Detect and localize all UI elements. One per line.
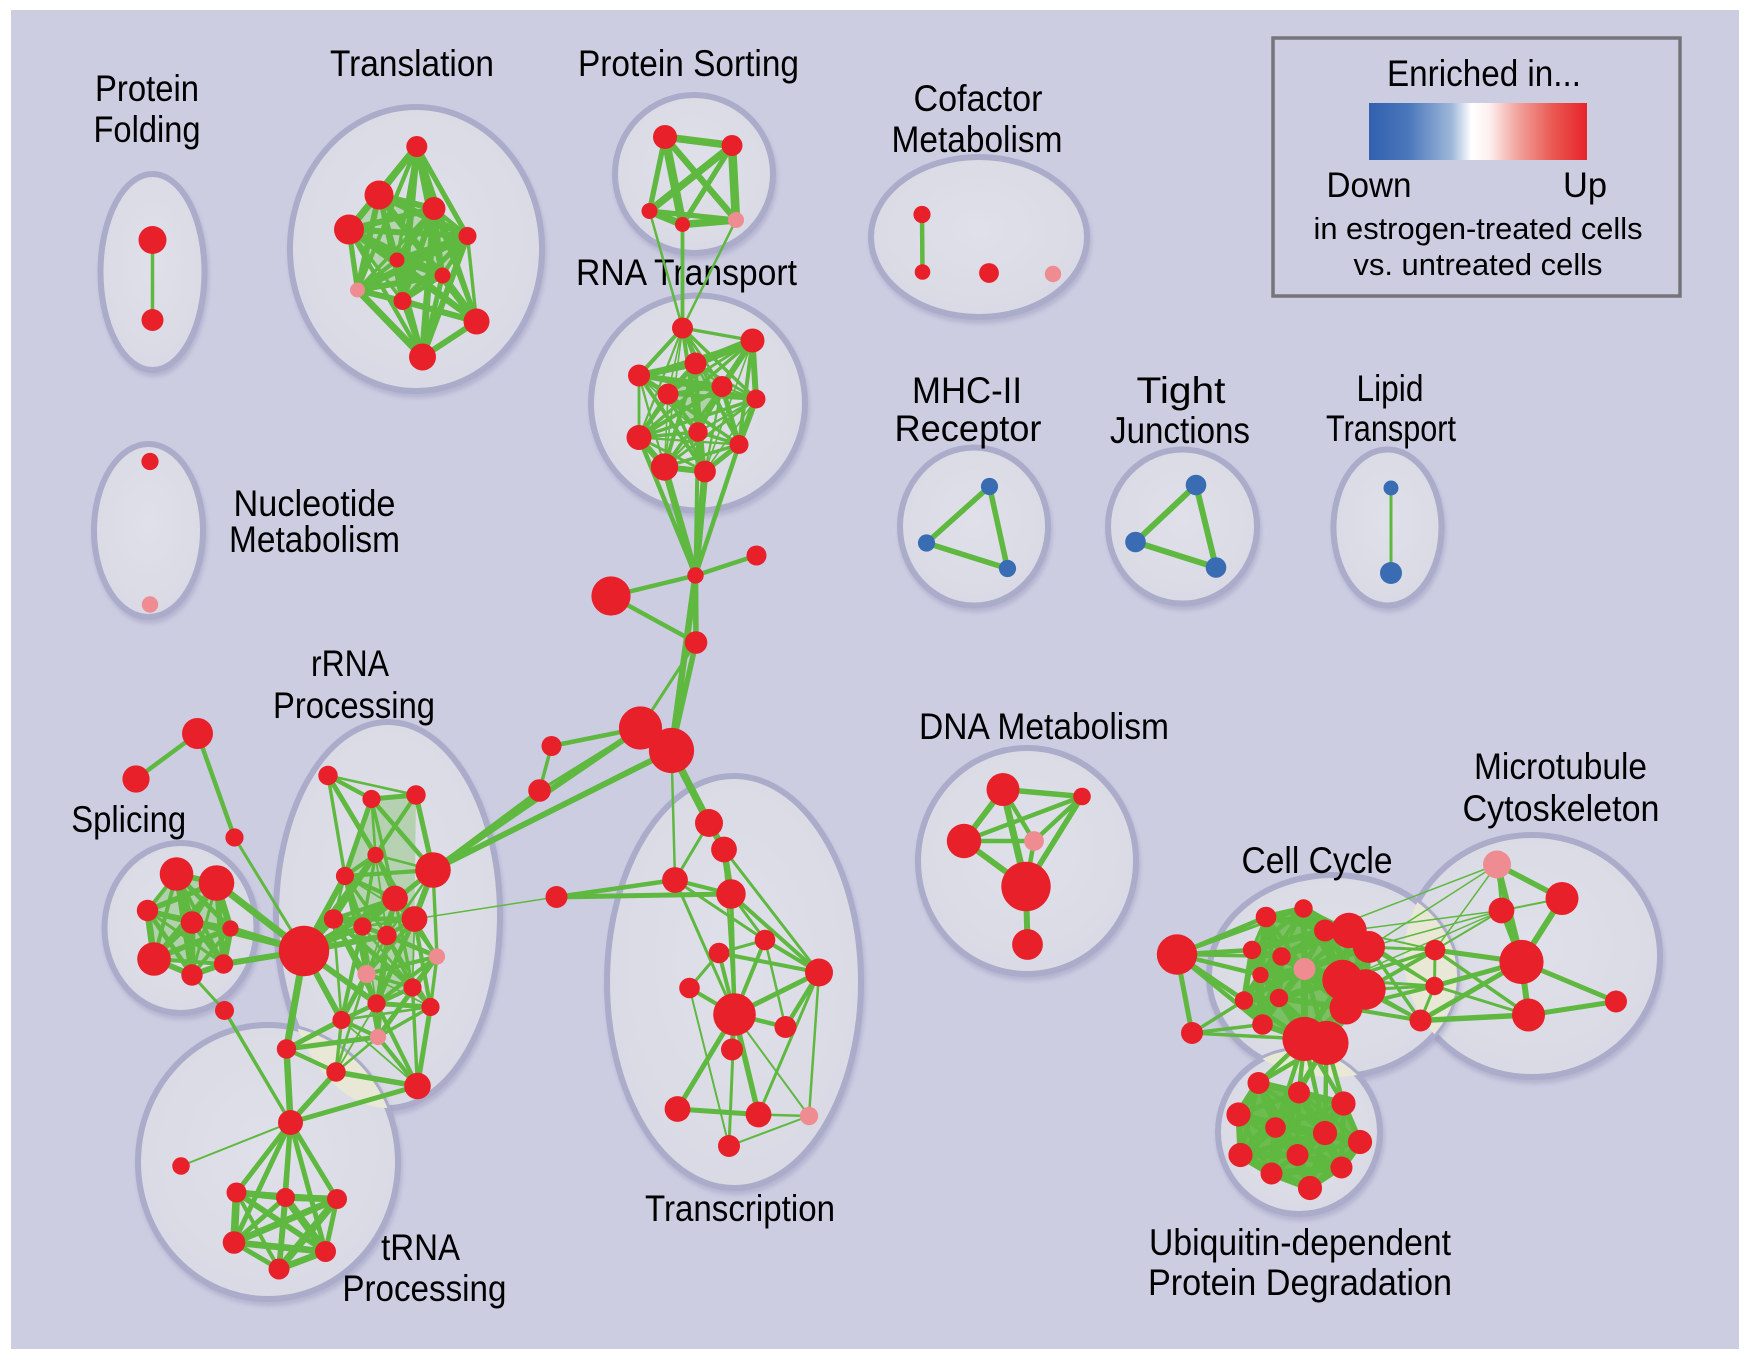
svg-text:Folding: Folding xyxy=(94,109,201,150)
svg-text:Transport: Transport xyxy=(1326,408,1457,449)
svg-text:Down: Down xyxy=(1327,166,1412,205)
svg-text:Lipid: Lipid xyxy=(1357,368,1424,409)
svg-text:Junctions: Junctions xyxy=(1110,410,1250,451)
svg-text:Metabolism: Metabolism xyxy=(892,119,1063,160)
svg-text:Transcription: Transcription xyxy=(645,1188,835,1229)
svg-text:Translation: Translation xyxy=(330,43,494,84)
svg-text:tRNA: tRNA xyxy=(381,1227,460,1268)
svg-text:Tight: Tight xyxy=(1137,370,1227,411)
svg-text:Cytoskeleton: Cytoskeleton xyxy=(1463,788,1660,829)
svg-text:Cofactor: Cofactor xyxy=(914,78,1043,119)
svg-text:in estrogen-treated cells: in estrogen-treated cells xyxy=(1314,211,1643,246)
svg-text:Processing: Processing xyxy=(273,685,435,726)
svg-text:Receptor: Receptor xyxy=(895,408,1042,449)
svg-text:RNA Transport: RNA Transport xyxy=(576,252,798,293)
svg-text:Cell Cycle: Cell Cycle xyxy=(1242,840,1393,881)
svg-text:Nucleotide: Nucleotide xyxy=(234,483,396,524)
svg-text:Protein: Protein xyxy=(95,68,199,109)
svg-text:Metabolism: Metabolism xyxy=(229,519,400,560)
svg-text:rRNA: rRNA xyxy=(311,643,389,684)
svg-text:vs. untreated cells: vs. untreated cells xyxy=(1354,247,1603,282)
svg-text:Enriched in...: Enriched in... xyxy=(1387,53,1581,94)
svg-text:Protein Degradation: Protein Degradation xyxy=(1148,1262,1452,1303)
svg-text:DNA Metabolism: DNA Metabolism xyxy=(919,706,1169,747)
svg-text:Ubiquitin-dependent: Ubiquitin-dependent xyxy=(1149,1222,1452,1263)
svg-text:Microtubule: Microtubule xyxy=(1474,746,1647,787)
svg-text:Splicing: Splicing xyxy=(71,799,186,840)
svg-text:Processing: Processing xyxy=(342,1268,506,1309)
svg-text:MHC-II: MHC-II xyxy=(912,370,1022,411)
svg-text:Up: Up xyxy=(1563,166,1607,205)
svg-text:Protein Sorting: Protein Sorting xyxy=(578,43,799,84)
